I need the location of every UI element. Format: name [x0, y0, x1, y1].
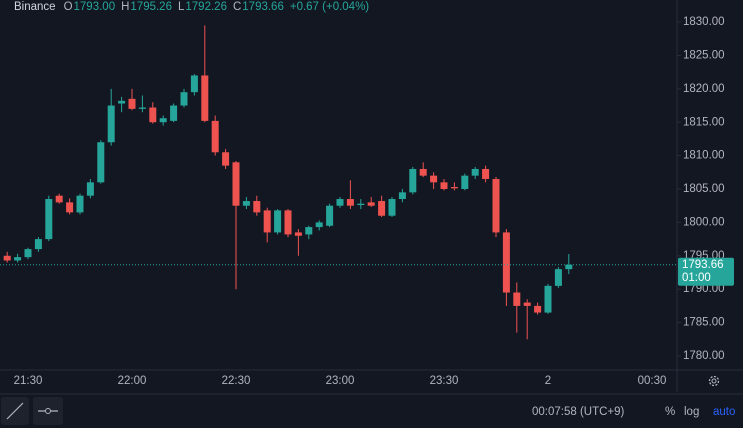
y-tick-label: 1830.00: [683, 16, 725, 28]
x-tick-label: 00:30: [638, 375, 667, 387]
candle-body: [138, 107, 146, 109]
candle-body: [419, 168, 427, 176]
candle-body: [86, 182, 94, 196]
candle-body: [471, 168, 479, 176]
candle-body: [55, 195, 63, 203]
candle-body: [294, 232, 302, 236]
y-tick-label: 1790.00: [683, 283, 725, 295]
candle-body: [263, 210, 271, 233]
candle-body: [3, 255, 11, 261]
candle-body: [14, 257, 22, 261]
candle-body: [232, 162, 240, 206]
candle-body: [565, 264, 573, 270]
candle-body: [326, 205, 334, 226]
candle-body: [45, 199, 53, 240]
legend-value: 1793.66: [242, 1, 284, 13]
candle-body: [544, 285, 552, 313]
candle-body: [253, 201, 261, 213]
candle-body: [211, 120, 219, 153]
candle-body: [128, 98, 136, 109]
candle-body: [222, 152, 230, 166]
last-price-label: 1793.66: [682, 259, 724, 271]
candle-body: [398, 192, 406, 200]
clock: 00:07:58 (UTC+9): [532, 406, 625, 418]
legend-value: 1793.00: [74, 1, 116, 13]
candle-body: [66, 202, 74, 213]
y-tick-label: 1805.00: [683, 183, 725, 195]
candle-body: [274, 210, 282, 233]
y-tick-label: 1825.00: [683, 49, 725, 61]
candle-body: [409, 168, 417, 193]
x-tick-label: 2: [545, 375, 551, 387]
x-tick-label: 22:00: [118, 375, 147, 387]
x-tick-label: 23:30: [430, 375, 459, 387]
candle-body: [461, 175, 469, 190]
candle-body: [305, 227, 313, 235]
percent-button[interactable]: %: [665, 406, 675, 418]
candle-body: [34, 239, 42, 250]
candle-body: [513, 292, 521, 306]
legend-value: 1792.26: [185, 1, 227, 13]
y-tick-label: 1800.00: [683, 216, 725, 228]
exchange: Binance: [14, 1, 56, 13]
y-tick-label: 1785.00: [683, 317, 725, 329]
candle-body: [482, 168, 490, 179]
drawing-tool-line[interactable]: [1, 397, 29, 425]
candle-body: [492, 178, 500, 233]
candle-body: [24, 249, 32, 258]
candle-body: [440, 182, 448, 190]
candle-body: [430, 175, 438, 183]
candle-body: [450, 187, 458, 189]
candle-body: [242, 201, 250, 206]
candle-body: [201, 75, 209, 121]
y-tick-label: 1815.00: [683, 116, 725, 128]
candle-body: [190, 75, 198, 93]
candle-body: [159, 118, 167, 123]
candle-body: [357, 203, 365, 206]
candle-body: [388, 199, 396, 216]
log-button[interactable]: log: [684, 406, 699, 418]
candle-body: [149, 107, 157, 123]
candle-body: [346, 199, 354, 206]
y-tick-label: 1810.00: [683, 150, 725, 162]
x-tick-label: 23:00: [326, 375, 355, 387]
legend-key: H: [121, 1, 129, 13]
candle-body: [118, 100, 126, 104]
candle-body: [107, 105, 115, 143]
candle-body: [554, 269, 562, 286]
candle-body: [502, 232, 510, 293]
settings-gear[interactable]: [708, 375, 720, 387]
y-tick-label: 1780.00: [683, 350, 725, 362]
x-tick-label: 21:30: [14, 375, 43, 387]
candle-body: [367, 202, 375, 206]
auto-button[interactable]: auto: [713, 406, 735, 418]
y-tick-label: 1820.00: [683, 83, 725, 95]
candle-body: [170, 105, 178, 121]
legend-value: 1795.26: [130, 1, 172, 13]
legend-key: O: [64, 1, 73, 13]
legend-key: C: [233, 1, 241, 13]
candle-body: [180, 92, 188, 106]
drawing-tool-ray[interactable]: [33, 397, 63, 425]
candle-body: [534, 305, 542, 313]
change: +0.67 (+0.04%): [290, 1, 369, 13]
candle-body: [523, 302, 531, 306]
x-tick-label: 22:30: [222, 375, 251, 387]
candle-body: [378, 201, 386, 216]
candle-body: [76, 195, 84, 213]
candle-body: [97, 142, 105, 183]
candle-body: [284, 210, 292, 235]
candle-body: [315, 222, 323, 228]
legend-key: L: [178, 1, 185, 13]
candle-body: [336, 199, 344, 206]
last-price-tag: [678, 257, 734, 286]
countdown: 01:00: [682, 272, 711, 284]
